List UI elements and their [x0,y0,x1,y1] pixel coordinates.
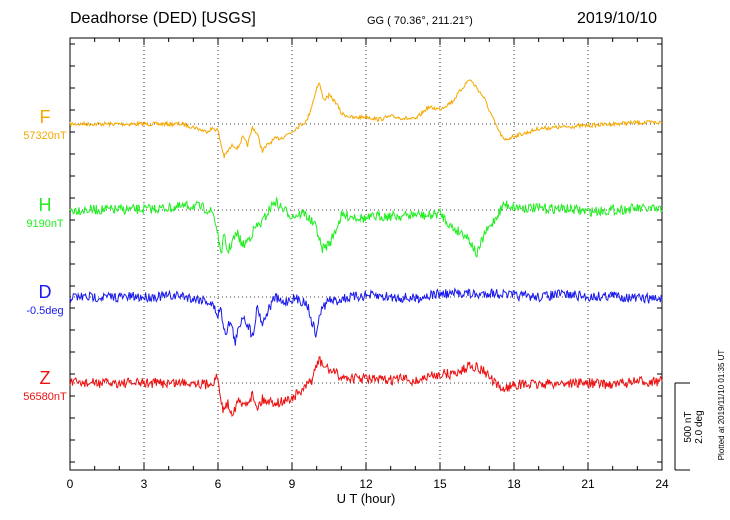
x-tick-label: 3 [141,477,148,491]
coordinates-label: GG ( 70.36°, 211.21°) [367,15,473,27]
x-tick-label: 0 [67,477,74,491]
date-label: 2019/10/10 [577,10,658,27]
x-axis-label: U T (hour) [337,491,396,506]
x-tick-label: 21 [581,477,595,491]
series-line-d [69,287,663,346]
series-line-z [69,356,663,418]
series-baseline-z: 56580nT [23,391,67,403]
scale-bar-label-nt: 500 nT [683,411,694,442]
x-tick-label: 12 [359,477,373,491]
series-label-f: F 57320nT [15,107,75,142]
series-line-h [69,196,663,258]
x-tick-label: 24 [655,477,669,491]
series-line-f [69,79,663,159]
plotted-at-note: Plotted at 2019/11/10 01:35 UT [717,350,726,461]
x-tick-label: 18 [507,477,521,491]
x-tick-label: 9 [289,477,296,491]
series-baseline-f: 57320nT [23,130,67,142]
series-name-f: F [39,107,51,127]
series-label-z: Z 56580nT [15,368,75,403]
scale-bar-label-deg: 2.0 deg [694,410,705,443]
series-label-d: D -0.5deg [15,282,75,317]
series-baseline-d: -0.5deg [26,305,64,317]
series-name-z: Z [39,368,51,388]
series-label-h: H 9190nT [15,195,75,230]
series-name-h: H [38,195,52,215]
series-baseline-h: 9190nT [26,218,64,230]
station-title: Deadhorse (DED) [USGS] [70,10,256,27]
x-tick-label: 6 [215,477,222,491]
series-name-d: D [38,282,52,302]
x-tick-label: 15 [433,477,447,491]
